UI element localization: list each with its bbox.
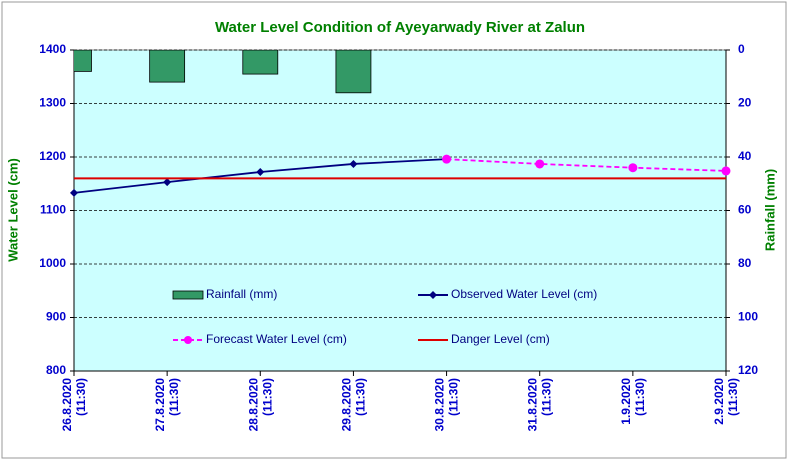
- y-tick-label: 900: [46, 310, 66, 324]
- chart-title: Water Level Condition of Ayeyarwady Rive…: [215, 19, 585, 36]
- legend-label: Rainfall (mm): [206, 287, 277, 301]
- marker: [535, 159, 545, 169]
- y2-tick-label: 40: [738, 149, 752, 163]
- bar: [242, 50, 279, 75]
- legend-label: Danger Level (cm): [451, 332, 550, 346]
- marker: [163, 178, 172, 187]
- y-tick-label: 1000: [39, 256, 66, 270]
- legend-label: Forecast Water Level (cm): [206, 332, 347, 346]
- y2-tick-label: 80: [738, 256, 752, 270]
- y2-tick-label: 0: [738, 42, 745, 56]
- series-line: [446, 158, 727, 172]
- x-tick-label: 2.9.2020(11:30): [712, 378, 740, 425]
- x-tick-label: 30.8.2020(11:30): [433, 378, 461, 432]
- bar: [74, 50, 92, 72]
- legend-marker: [184, 336, 192, 344]
- legend-swatch: [172, 290, 204, 300]
- y-tick-label: 800: [46, 363, 66, 377]
- marker: [721, 166, 731, 176]
- x-tick-label: 1.9.2020(11:30): [619, 378, 647, 425]
- marker: [349, 159, 358, 168]
- marker: [256, 167, 265, 176]
- x-tick-label: 27.8.2020(11:30): [153, 378, 181, 432]
- x-tick-label: 28.8.2020(11:30): [246, 378, 274, 432]
- marker: [70, 188, 78, 197]
- bar: [149, 50, 186, 83]
- x-tick-label: 29.8.2020(11:30): [340, 378, 368, 432]
- y-tick-label: 1300: [39, 96, 66, 110]
- y2-tick-label: 120: [738, 363, 758, 377]
- y-tick-label: 1100: [40, 203, 66, 217]
- y2-tick-label: 20: [738, 96, 752, 110]
- bar: [335, 50, 372, 94]
- y-axis-title: Water Level (cm): [5, 158, 20, 262]
- x-tick-label: 31.8.2020(11:30): [526, 378, 554, 432]
- marker: [442, 154, 452, 164]
- y2-axis-title: Rainfall (mm): [762, 169, 777, 251]
- legend-marker: [429, 291, 437, 299]
- y-tick-label: 1200: [39, 149, 66, 163]
- legend-label: Observed Water Level (cm): [451, 287, 597, 301]
- marker: [628, 163, 638, 173]
- x-tick-label: 26.8.2020(11:30): [60, 378, 88, 432]
- y2-tick-label: 60: [738, 203, 752, 217]
- y2-tick-label: 100: [738, 310, 758, 324]
- y-tick-label: 1400: [39, 42, 66, 56]
